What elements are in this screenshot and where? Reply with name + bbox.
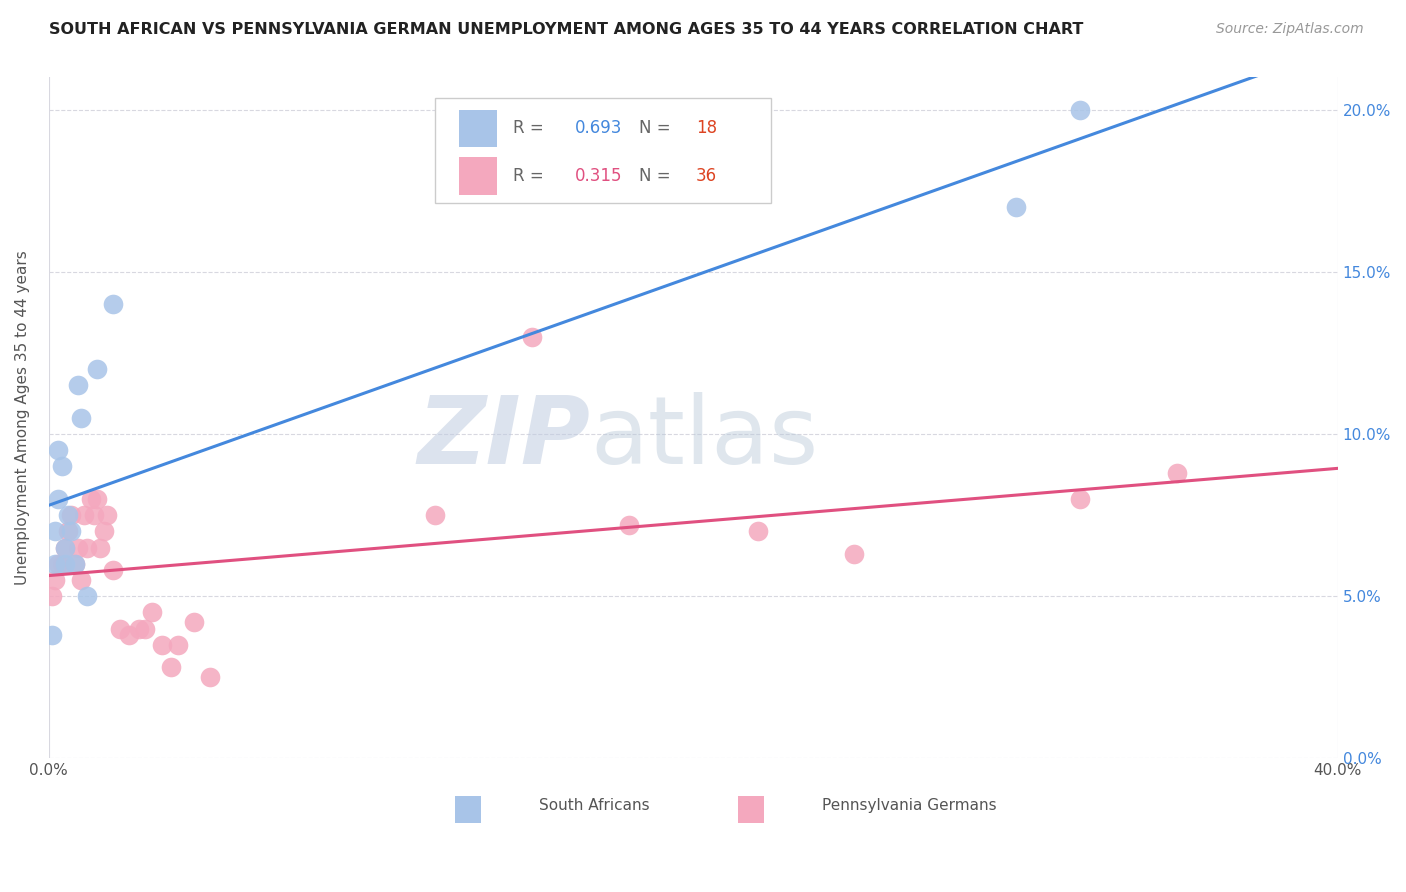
Text: atlas: atlas xyxy=(591,392,818,484)
Point xyxy=(844,547,866,561)
Point xyxy=(51,459,73,474)
Point xyxy=(60,524,83,539)
Point xyxy=(66,378,89,392)
Bar xyxy=(454,796,481,823)
Point xyxy=(73,508,96,522)
Point xyxy=(53,541,76,555)
Text: SOUTH AFRICAN VS PENNSYLVANIA GERMAN UNEMPLOYMENT AMONG AGES 35 TO 44 YEARS CORR: SOUTH AFRICAN VS PENNSYLVANIA GERMAN UNE… xyxy=(49,22,1084,37)
Point xyxy=(1069,491,1091,506)
Y-axis label: Unemployment Among Ages 35 to 44 years: Unemployment Among Ages 35 to 44 years xyxy=(15,251,30,585)
Bar xyxy=(738,796,763,823)
Point xyxy=(60,508,83,522)
Text: N =: N = xyxy=(640,167,676,186)
Point xyxy=(617,517,640,532)
Point xyxy=(70,573,93,587)
Point xyxy=(118,628,141,642)
Point xyxy=(76,589,98,603)
Bar xyxy=(458,110,498,147)
Point xyxy=(96,508,118,522)
Point xyxy=(41,589,63,603)
Point xyxy=(66,541,89,555)
Point xyxy=(83,508,105,522)
Point xyxy=(128,622,150,636)
Point xyxy=(41,628,63,642)
Point xyxy=(1166,466,1188,480)
Point xyxy=(79,491,101,506)
Point xyxy=(56,508,79,522)
Bar xyxy=(458,157,498,194)
Point xyxy=(166,638,188,652)
Text: 36: 36 xyxy=(696,167,717,186)
Text: Pennsylvania Germans: Pennsylvania Germans xyxy=(823,798,997,814)
Point xyxy=(1004,200,1026,214)
Point xyxy=(150,638,173,652)
Point xyxy=(160,660,183,674)
Point xyxy=(89,541,111,555)
Point xyxy=(103,297,125,311)
Point xyxy=(86,491,108,506)
Point xyxy=(425,508,447,522)
Point xyxy=(53,541,76,555)
Point xyxy=(86,362,108,376)
Text: R =: R = xyxy=(513,167,548,186)
Point xyxy=(520,330,543,344)
Point xyxy=(141,605,163,619)
Point xyxy=(48,443,70,458)
Bar xyxy=(436,98,770,203)
Text: 0.315: 0.315 xyxy=(575,167,623,186)
Point xyxy=(747,524,769,539)
Point xyxy=(108,622,131,636)
Text: ZIP: ZIP xyxy=(418,392,591,484)
Text: 0.693: 0.693 xyxy=(575,120,621,137)
Point xyxy=(63,557,86,571)
Text: 18: 18 xyxy=(696,120,717,137)
Point xyxy=(53,557,76,571)
Point xyxy=(1069,103,1091,117)
Text: R =: R = xyxy=(513,120,548,137)
Point xyxy=(63,557,86,571)
Point xyxy=(76,541,98,555)
Point xyxy=(48,557,70,571)
Point xyxy=(134,622,156,636)
Point xyxy=(93,524,115,539)
Point xyxy=(51,557,73,571)
Point xyxy=(103,563,125,577)
Point xyxy=(44,557,66,571)
Point xyxy=(44,573,66,587)
Text: N =: N = xyxy=(640,120,676,137)
Point xyxy=(70,410,93,425)
Point xyxy=(48,491,70,506)
Text: Source: ZipAtlas.com: Source: ZipAtlas.com xyxy=(1216,22,1364,37)
Point xyxy=(183,615,205,629)
Point xyxy=(56,524,79,539)
Point xyxy=(44,524,66,539)
Point xyxy=(198,670,221,684)
Text: South Africans: South Africans xyxy=(538,798,650,814)
